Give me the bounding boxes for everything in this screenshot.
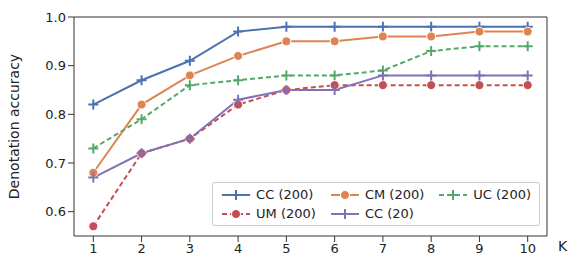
- svg-text:3: 3: [186, 241, 194, 256]
- svg-text:5: 5: [282, 241, 290, 256]
- svg-text:0.9: 0.9: [45, 58, 66, 73]
- html-text:UC (200): UC (200): [473, 187, 531, 202]
- svg-text:8: 8: [427, 241, 435, 256]
- svg-text:10: 10: [519, 241, 536, 256]
- html-text:K: K: [558, 238, 568, 254]
- svg-text:0.6: 0.6: [45, 204, 66, 219]
- svg-text:7: 7: [379, 241, 387, 256]
- svg-text:4: 4: [234, 241, 242, 256]
- svg-text:9: 9: [475, 241, 483, 256]
- svg-text:2: 2: [137, 241, 145, 256]
- html-text:UM (200): UM (200): [256, 206, 316, 221]
- svg-text:1: 1: [89, 241, 97, 256]
- html-text:CC (20): CC (20): [364, 206, 414, 221]
- html-text:CC (200): CC (200): [256, 187, 314, 202]
- html-text:CM (200): CM (200): [364, 187, 425, 202]
- svg-text:1.0: 1.0: [45, 10, 66, 25]
- svg-text:0.8: 0.8: [45, 107, 66, 122]
- svg-text:6: 6: [330, 241, 338, 256]
- svg-text:0.7: 0.7: [45, 156, 66, 171]
- svg-text:Denotation accuracy: Denotation accuracy: [8, 54, 22, 199]
